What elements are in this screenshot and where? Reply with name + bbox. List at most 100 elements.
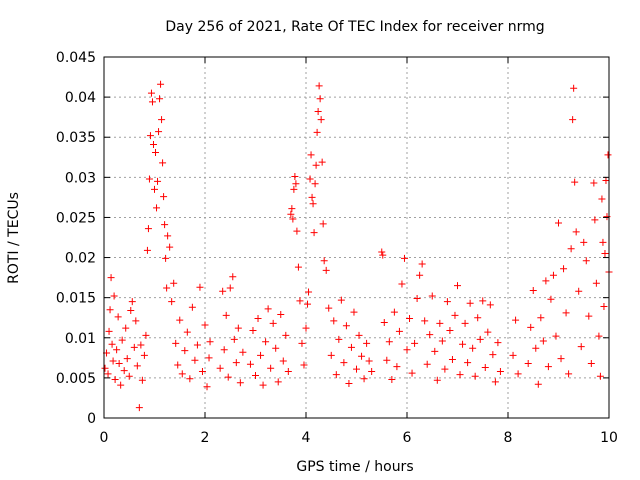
data-point: [433, 376, 441, 384]
data-point: [111, 375, 119, 383]
chart-title: Day 256 of 2021, Rate Of TEC Index for r…: [165, 19, 544, 35]
data-point: [317, 116, 325, 124]
data-point: [378, 248, 386, 256]
data-point: [602, 177, 610, 185]
data-point: [395, 327, 403, 335]
data-point: [318, 158, 326, 166]
data-point: [137, 341, 145, 349]
data-point: [337, 296, 345, 304]
data-point: [456, 371, 464, 379]
data-point: [316, 95, 324, 103]
data-point: [144, 225, 152, 233]
x-tick-label: 2: [201, 430, 210, 446]
data-point: [421, 317, 429, 325]
data-point: [302, 324, 310, 332]
data-point: [539, 337, 547, 345]
y-tick-label: 0.005: [56, 371, 96, 387]
data-point: [416, 271, 424, 279]
data-point: [170, 279, 178, 287]
data-point: [259, 381, 267, 389]
data-point: [322, 266, 330, 274]
data-point: [571, 178, 579, 186]
data-point: [512, 316, 520, 324]
data-point: [230, 335, 238, 343]
data-point: [311, 180, 319, 188]
data-point: [158, 116, 166, 124]
data-point: [128, 298, 136, 306]
data-point: [494, 339, 502, 347]
data-point: [148, 98, 156, 106]
data-point: [461, 319, 469, 327]
data-point: [431, 347, 439, 355]
data-point: [552, 332, 560, 340]
data-point: [353, 365, 360, 373]
data-point: [423, 360, 431, 368]
data-point: [428, 292, 436, 300]
y-tick-label: 0.02: [65, 251, 96, 267]
data-point: [489, 351, 497, 359]
data-point: [293, 227, 301, 235]
data-point: [234, 324, 242, 332]
data-point: [514, 370, 522, 378]
data-point: [149, 140, 157, 148]
data-point: [549, 271, 557, 279]
data-point: [491, 378, 499, 386]
data-point: [547, 295, 555, 303]
data-point: [565, 370, 573, 378]
data-point: [172, 339, 180, 347]
data-point: [143, 246, 151, 254]
data-point: [350, 308, 358, 316]
data-point: [118, 336, 126, 344]
data-point: [232, 359, 240, 367]
data-point: [484, 328, 492, 336]
data-point: [292, 180, 300, 188]
data-point: [193, 341, 201, 349]
y-tick-label: 0: [87, 411, 96, 427]
data-point: [448, 355, 456, 363]
data-point: [272, 344, 280, 352]
data-point: [220, 346, 228, 354]
data-point: [562, 309, 570, 317]
data-point: [592, 279, 600, 287]
data-point: [145, 175, 153, 183]
data-point: [524, 359, 532, 367]
data-point: [288, 205, 296, 213]
data-point: [572, 228, 580, 236]
data-point: [315, 82, 323, 90]
data-point: [196, 283, 204, 291]
data-point: [296, 297, 304, 305]
data-point: [277, 311, 285, 319]
data-point: [305, 288, 313, 296]
data-point: [398, 280, 406, 288]
data-point: [157, 80, 165, 88]
data-point: [360, 375, 368, 383]
data-point: [216, 364, 224, 372]
data-point: [575, 287, 583, 295]
data-point: [459, 340, 467, 348]
data-point: [476, 335, 484, 343]
data-point: [127, 307, 135, 315]
data-point: [168, 298, 176, 306]
data-point: [340, 359, 348, 367]
data-point: [117, 381, 125, 389]
y-tick-label: 0.015: [56, 291, 96, 307]
data-point: [443, 298, 451, 306]
x-tick-label: 8: [504, 430, 513, 446]
points-layer: [101, 80, 613, 412]
data-point: [205, 354, 213, 362]
data-point: [585, 312, 593, 320]
data-point: [254, 315, 262, 323]
data-point: [569, 116, 577, 124]
data-point: [544, 363, 552, 371]
y-axis-label: ROTI / TECUs: [6, 192, 22, 284]
data-point: [320, 257, 328, 265]
data-point: [436, 319, 444, 327]
data-point: [365, 357, 373, 365]
data-point: [355, 331, 363, 339]
data-point: [113, 346, 121, 354]
data-point: [161, 221, 169, 229]
data-point: [153, 204, 161, 212]
data-point: [587, 359, 595, 367]
data-point: [496, 367, 504, 375]
data-point: [123, 355, 131, 363]
